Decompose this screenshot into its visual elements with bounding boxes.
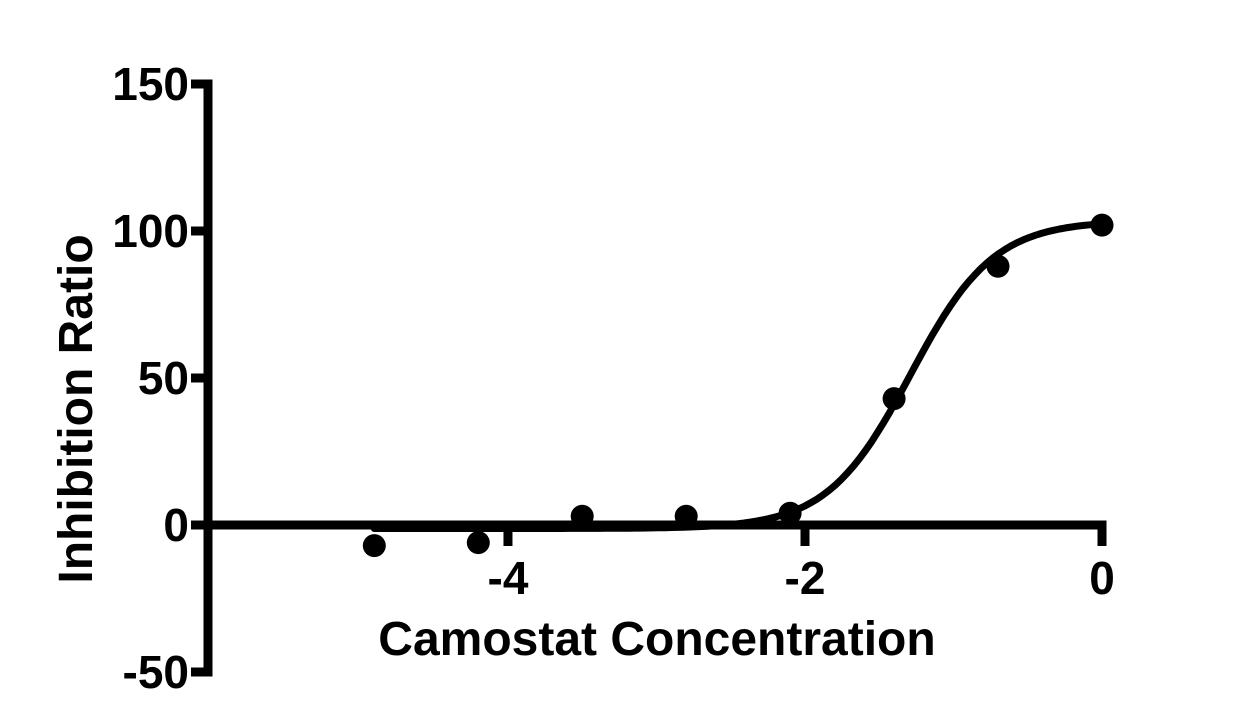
data-point [986, 254, 1010, 278]
x-tick-label: 0 [1089, 552, 1115, 604]
y-axis-title: Inhibition Ratio [50, 234, 103, 583]
y-tick-label: 150 [112, 58, 189, 110]
data-point [882, 387, 906, 411]
data-point [674, 504, 698, 528]
y-tick-label: 0 [163, 499, 189, 551]
data-point [466, 531, 490, 555]
x-axis-title: Camostat Concentration [378, 613, 935, 666]
x-tick-label: -2 [785, 552, 826, 604]
x-tick-label: -4 [488, 552, 529, 604]
fit-curve [370, 220, 1106, 532]
y-tick-label: 50 [138, 352, 189, 404]
y-tick-label: -50 [123, 646, 189, 698]
data-point [778, 501, 802, 525]
data-point [362, 534, 386, 558]
data-point [1090, 213, 1114, 237]
data-point [570, 504, 594, 528]
y-tick-label: 100 [112, 205, 189, 257]
